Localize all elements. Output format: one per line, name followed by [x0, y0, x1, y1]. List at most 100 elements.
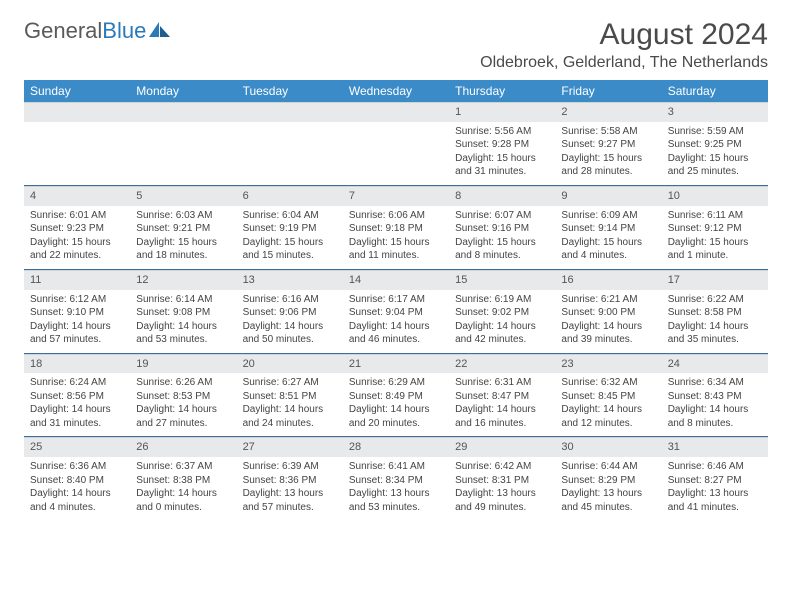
sunset-line: Sunset: 9:21 PM: [136, 222, 230, 236]
calendar-cell: 22 Sunrise: 6:31 AMSunset: 8:47 PMDayligh…: [449, 353, 555, 437]
day-body: Sunrise: 6:27 AMSunset: 8:51 PMDaylight:…: [237, 373, 343, 436]
daylight-line: Daylight: 14 hours and 57 minutes.: [30, 320, 124, 347]
daylight-line: Daylight: 14 hours and 39 minutes.: [561, 320, 655, 347]
sunrise-line: Sunrise: 6:21 AM: [561, 293, 655, 307]
daylight-line: Daylight: 14 hours and 8 minutes.: [668, 403, 762, 430]
calendar-cell: 9Sunrise: 6:09 AMSunset: 9:14 PMDaylight…: [555, 185, 661, 269]
day-body: Sunrise: 6:14 AMSunset: 9:08 PMDaylight:…: [130, 290, 236, 353]
day-number-empty: [24, 102, 130, 122]
calendar-cell: 28 Sunrise: 6:41 AMSunset: 8:34 PMDayligh…: [343, 437, 449, 520]
day-number: 14: [343, 270, 449, 290]
calendar-cell: 19Sunrise: 6:26 AMSunset: 8:53 PMDayligh…: [130, 353, 236, 437]
sunrise-line: Sunrise: 6:06 AM: [349, 209, 443, 223]
day-body: Sunrise: 6:04 AMSunset: 9:19 PMDaylight:…: [237, 206, 343, 269]
sunrise-line: Sunrise: 6:11 AM: [668, 209, 762, 223]
sunrise-line: Sunrise: 6:22 AM: [668, 293, 762, 307]
day-number: 21: [343, 354, 449, 374]
day-body: Sunrise: 6:24 AMSunset: 8:56 PMDaylight:…: [24, 373, 130, 436]
daylight-line: Daylight: 14 hours and 42 minutes.: [455, 320, 549, 347]
day-body: Sunrise: 5:56 AMSunset: 9:28 PMDaylight:…: [449, 122, 555, 185]
day-body: Sunrise: 6:34 AMSunset: 8:43 PMDaylight:…: [662, 373, 768, 436]
day-body: Sunrise: 6:37 AMSunset: 8:38 PMDaylight:…: [130, 457, 236, 520]
day-body: Sunrise: 6:03 AMSunset: 9:21 PMDaylight:…: [130, 206, 236, 269]
sunrise-line: Sunrise: 6:31 AM: [455, 376, 549, 390]
calendar-week: 11Sunrise: 6:12 AMSunset: 9:10 PMDayligh…: [24, 269, 768, 353]
calendar-week: 1Sunrise: 5:56 AMSunset: 9:28 PMDaylight…: [24, 102, 768, 185]
calendar-cell: 6Sunrise: 6:04 AMSunset: 9:19 PMDaylight…: [237, 185, 343, 269]
day-number-empty: [343, 102, 449, 122]
calendar-cell: 25Sunrise: 6:36 AMSunset: 8:40 PMDayligh…: [24, 437, 130, 520]
sunset-line: Sunset: 8:47 PM: [455, 390, 549, 404]
daylight-line: Daylight: 15 hours and 15 minutes.: [243, 236, 337, 263]
calendar-table: SundayMondayTuesdayWednesdayThursdayFrid…: [24, 80, 768, 520]
sunrise-line: Sunrise: 6:44 AM: [561, 460, 655, 474]
calendar-cell: 8Sunrise: 6:07 AMSunset: 9:16 PMDaylight…: [449, 185, 555, 269]
calendar-cell: 2Sunrise: 5:58 AMSunset: 9:27 PMDaylight…: [555, 102, 661, 185]
sunset-line: Sunset: 9:02 PM: [455, 306, 549, 320]
daylight-line: Daylight: 15 hours and 1 minute.: [668, 236, 762, 263]
calendar-cell: [343, 102, 449, 185]
day-body: Sunrise: 6:19 AMSunset: 9:02 PMDaylight:…: [449, 290, 555, 353]
sunrise-line: Sunrise: 6:41 AM: [349, 460, 443, 474]
daylight-line: Daylight: 14 hours and 16 minutes.: [455, 403, 549, 430]
day-number: 28: [343, 437, 449, 457]
sunset-line: Sunset: 9:25 PM: [668, 138, 762, 152]
calendar-cell: 17Sunrise: 6:22 AMSunset: 8:58 PMDayligh…: [662, 269, 768, 353]
sunrise-line: Sunrise: 6:16 AM: [243, 293, 337, 307]
sunrise-line: Sunrise: 5:59 AM: [668, 125, 762, 139]
day-body: Sunrise: 6:21 AMSunset: 9:00 PMDaylight:…: [555, 290, 661, 353]
location: Oldebroek, Gelderland, The Netherlands: [480, 54, 768, 72]
daylight-line: Daylight: 14 hours and 31 minutes.: [30, 403, 124, 430]
calendar-head: SundayMondayTuesdayWednesdayThursdayFrid…: [24, 80, 768, 102]
calendar-cell: 14Sunrise: 6:17 AMSunset: 9:04 PMDayligh…: [343, 269, 449, 353]
day-header: Sunday: [24, 80, 130, 102]
sunset-line: Sunset: 9:27 PM: [561, 138, 655, 152]
sunrise-line: Sunrise: 6:29 AM: [349, 376, 443, 390]
calendar-cell: 29Sunrise: 6:42 AMSunset: 8:31 PMDayligh…: [449, 437, 555, 520]
day-header: Wednesday: [343, 80, 449, 102]
day-number: 10: [662, 186, 768, 206]
day-number-empty: [130, 102, 236, 122]
daylight-line: Daylight: 13 hours and 53 minutes.: [349, 487, 443, 514]
calendar-body: 1Sunrise: 5:56 AMSunset: 9:28 PMDaylight…: [24, 102, 768, 520]
calendar-cell: [24, 102, 130, 185]
day-body: Sunrise: 6:22 AMSunset: 8:58 PMDaylight:…: [662, 290, 768, 353]
day-number: 27: [237, 437, 343, 457]
calendar-cell: 31Sunrise: 6:46 AMSunset: 8:27 PMDayligh…: [662, 437, 768, 520]
day-number: 26: [130, 437, 236, 457]
day-number: 20: [237, 354, 343, 374]
day-body: Sunrise: 5:58 AMSunset: 9:27 PMDaylight:…: [555, 122, 661, 185]
sunset-line: Sunset: 8:34 PM: [349, 474, 443, 488]
sunset-line: Sunset: 8:36 PM: [243, 474, 337, 488]
calendar-cell: 11Sunrise: 6:12 AMSunset: 9:10 PMDayligh…: [24, 269, 130, 353]
daylight-line: Daylight: 13 hours and 49 minutes.: [455, 487, 549, 514]
day-header: Friday: [555, 80, 661, 102]
day-number: 3: [662, 102, 768, 122]
day-body: Sunrise: 6:09 AMSunset: 9:14 PMDaylight:…: [555, 206, 661, 269]
day-body: Sunrise: 6:06 AMSunset: 9:18 PMDaylight:…: [343, 206, 449, 269]
day-body: Sunrise: 6:36 AMSunset: 8:40 PMDaylight:…: [24, 457, 130, 520]
day-body: Sunrise: 5:59 AMSunset: 9:25 PMDaylight:…: [662, 122, 768, 185]
day-number-empty: [237, 102, 343, 122]
sunset-line: Sunset: 9:10 PM: [30, 306, 124, 320]
daylight-line: Daylight: 15 hours and 8 minutes.: [455, 236, 549, 263]
day-number: 22: [449, 354, 555, 374]
sunrise-line: Sunrise: 6:09 AM: [561, 209, 655, 223]
calendar-cell: 5Sunrise: 6:03 AMSunset: 9:21 PMDaylight…: [130, 185, 236, 269]
day-number: 7: [343, 186, 449, 206]
sunset-line: Sunset: 8:53 PM: [136, 390, 230, 404]
sunrise-line: Sunrise: 6:26 AM: [136, 376, 230, 390]
daylight-line: Daylight: 15 hours and 22 minutes.: [30, 236, 124, 263]
sunrise-line: Sunrise: 6:14 AM: [136, 293, 230, 307]
sunset-line: Sunset: 8:45 PM: [561, 390, 655, 404]
day-body: Sunrise: 6:46 AMSunset: 8:27 PMDaylight:…: [662, 457, 768, 520]
day-number: 5: [130, 186, 236, 206]
sunrise-line: Sunrise: 6:19 AM: [455, 293, 549, 307]
day-number: 6: [237, 186, 343, 206]
calendar-cell: 18Sunrise: 6:24 AMSunset: 8:56 PMDayligh…: [24, 353, 130, 437]
sunset-line: Sunset: 9:14 PM: [561, 222, 655, 236]
calendar-cell: 10Sunrise: 6:11 AMSunset: 9:12 PMDayligh…: [662, 185, 768, 269]
sunrise-line: Sunrise: 6:04 AM: [243, 209, 337, 223]
sunrise-line: Sunrise: 6:12 AM: [30, 293, 124, 307]
day-body: Sunrise: 6:39 AMSunset: 8:36 PMDaylight:…: [237, 457, 343, 520]
